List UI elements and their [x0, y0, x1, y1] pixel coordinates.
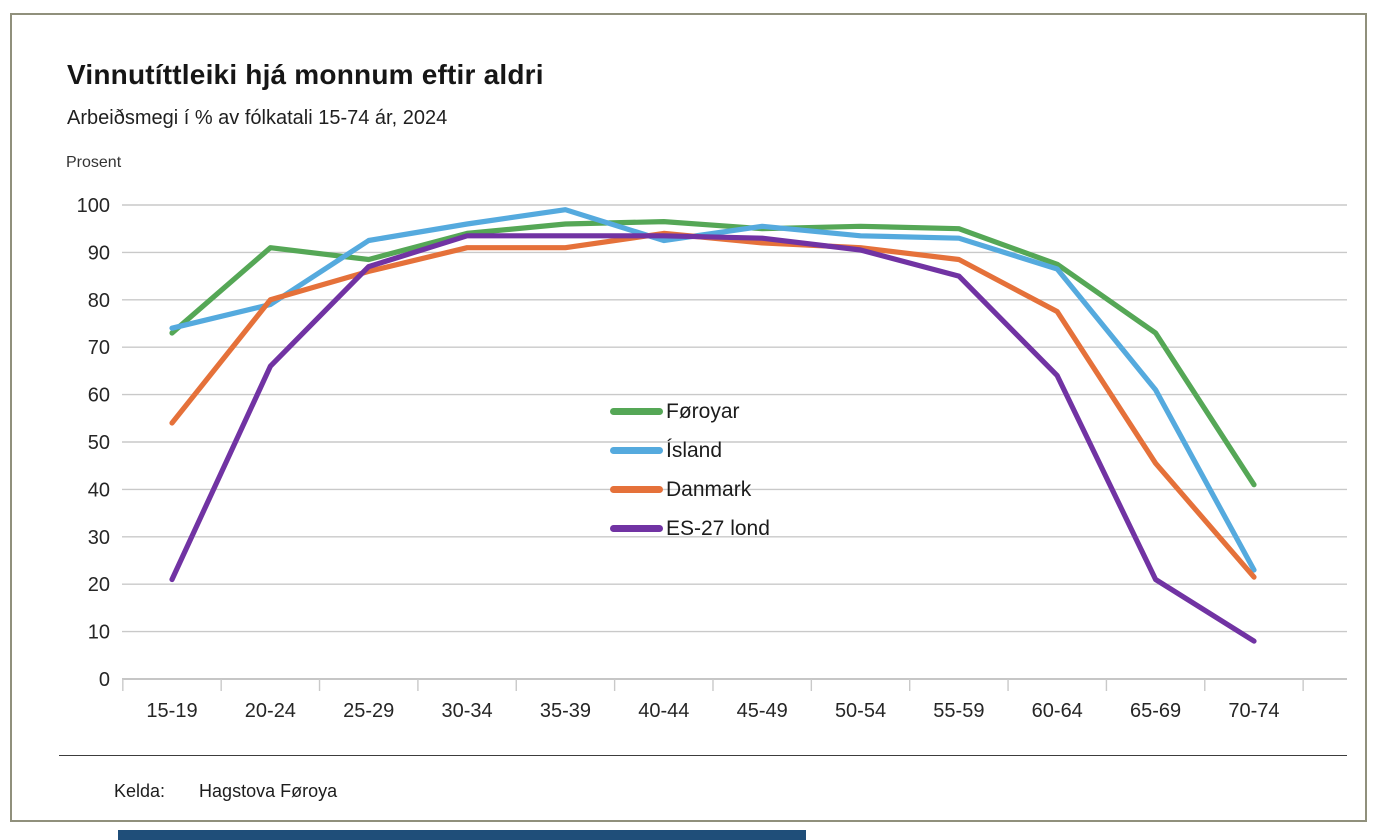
- svg-text:40-44: 40-44: [638, 700, 689, 722]
- svg-text:50-54: 50-54: [835, 700, 886, 722]
- legend-item-island: Ísland: [610, 431, 770, 470]
- chart-subtitle: Arbeiðsmegi í % av fólkatali 15-74 ár, 2…: [67, 107, 448, 129]
- svg-text:60-64: 60-64: [1032, 700, 1083, 722]
- svg-text:45-49: 45-49: [737, 700, 788, 722]
- legend-swatch-island: [610, 447, 663, 454]
- svg-text:20: 20: [88, 574, 110, 596]
- source-label: Kelda:: [114, 781, 166, 801]
- svg-text:30: 30: [88, 527, 110, 549]
- svg-text:90: 90: [88, 242, 110, 264]
- legend-label-es27: ES-27 lond: [666, 516, 770, 540]
- svg-text:30-34: 30-34: [442, 700, 493, 722]
- line-chart-plot: 0 10 20 30 40 50 60 70 80 90 100 15-19 20-24 25-29 30-…: [77, 195, 1347, 722]
- svg-text:70-74: 70-74: [1228, 700, 1279, 722]
- legend-item-es27: ES-27 lond: [610, 509, 770, 548]
- chart-card: Vinnutíttleiki hjá monnum eftir aldri Ar…: [10, 13, 1367, 822]
- bottom-accent-bar: [118, 830, 806, 840]
- legend-swatch-danmark: [610, 486, 663, 493]
- legend-item-danmark: Danmark: [610, 470, 770, 509]
- legend-item-foroyar: Føroyar: [610, 392, 770, 431]
- chart-legend: Føroyar Ísland Danmark ES-27 lond: [610, 392, 770, 548]
- svg-text:10: 10: [88, 622, 110, 644]
- legend-label-danmark: Danmark: [666, 477, 752, 501]
- legend-label-foroyar: Føroyar: [666, 399, 740, 423]
- svg-text:40: 40: [88, 479, 110, 501]
- svg-text:60: 60: [88, 385, 110, 407]
- svg-text:0: 0: [99, 669, 110, 691]
- source-value: Hagstova Føroya: [199, 781, 338, 801]
- chart-title: Vinnutíttleiki hjá monnum eftir aldri: [67, 59, 544, 90]
- svg-text:25-29: 25-29: [343, 700, 394, 722]
- svg-text:65-69: 65-69: [1130, 700, 1181, 722]
- y-axis-unit-label: Prosent: [66, 154, 122, 171]
- svg-text:15-19: 15-19: [146, 700, 197, 722]
- source-line: Kelda: Hagstova Føroya: [114, 781, 337, 802]
- svg-text:35-39: 35-39: [540, 700, 591, 722]
- legend-swatch-es27: [610, 525, 663, 532]
- legend-swatch-foroyar: [610, 408, 663, 415]
- svg-text:80: 80: [88, 290, 110, 312]
- svg-text:20-24: 20-24: [245, 700, 296, 722]
- svg-text:50: 50: [88, 432, 110, 454]
- legend-label-island: Ísland: [666, 438, 723, 462]
- footer-divider: [59, 755, 1347, 756]
- svg-text:70: 70: [88, 337, 110, 359]
- svg-text:55-59: 55-59: [933, 700, 984, 722]
- svg-text:100: 100: [77, 195, 110, 217]
